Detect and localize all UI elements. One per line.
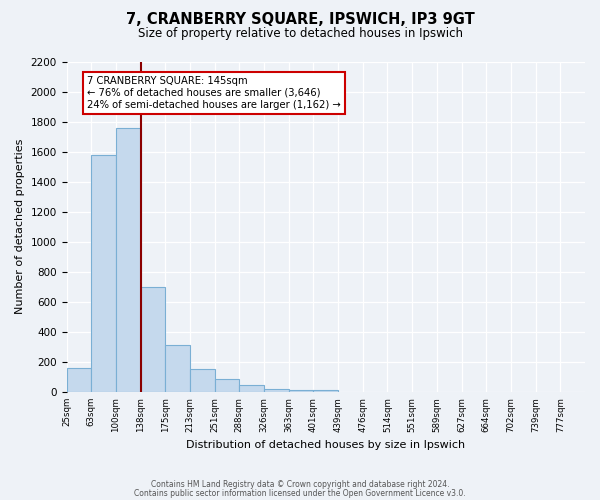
Bar bbox=[91, 154, 116, 392]
Bar bbox=[190, 368, 215, 392]
Bar bbox=[67, 368, 91, 392]
Bar bbox=[140, 287, 165, 392]
Bar bbox=[165, 344, 190, 392]
Text: Contains HM Land Registry data © Crown copyright and database right 2024.: Contains HM Land Registry data © Crown c… bbox=[151, 480, 449, 489]
Bar bbox=[313, 390, 338, 392]
Y-axis label: Number of detached properties: Number of detached properties bbox=[15, 139, 25, 314]
Bar bbox=[239, 385, 264, 392]
Bar bbox=[215, 379, 239, 392]
Text: Size of property relative to detached houses in Ipswich: Size of property relative to detached ho… bbox=[137, 28, 463, 40]
Text: Contains public sector information licensed under the Open Government Licence v3: Contains public sector information licen… bbox=[134, 489, 466, 498]
Bar bbox=[116, 128, 140, 392]
X-axis label: Distribution of detached houses by size in Ipswich: Distribution of detached houses by size … bbox=[186, 440, 466, 450]
Bar bbox=[289, 390, 313, 392]
Text: 7, CRANBERRY SQUARE, IPSWICH, IP3 9GT: 7, CRANBERRY SQUARE, IPSWICH, IP3 9GT bbox=[125, 12, 475, 28]
Text: 7 CRANBERRY SQUARE: 145sqm
← 76% of detached houses are smaller (3,646)
24% of s: 7 CRANBERRY SQUARE: 145sqm ← 76% of deta… bbox=[87, 76, 341, 110]
Bar bbox=[264, 389, 289, 392]
